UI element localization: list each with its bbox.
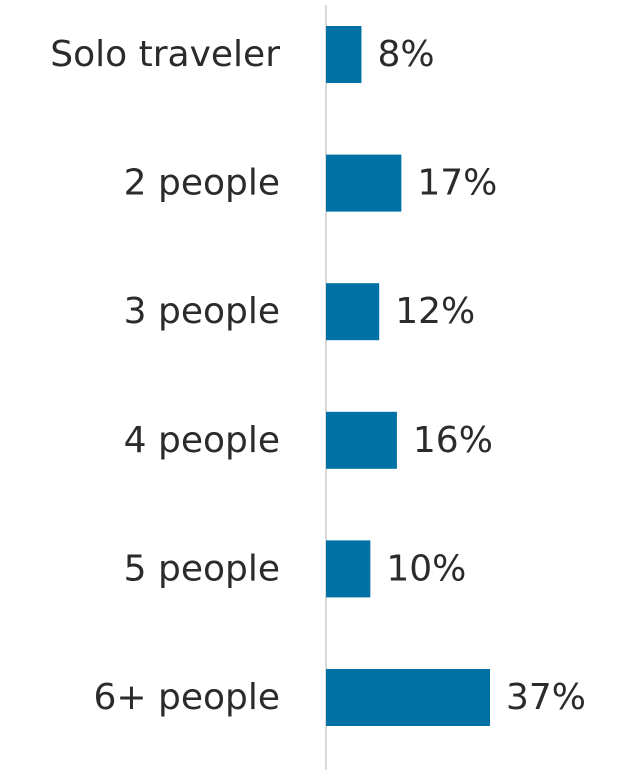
bar xyxy=(326,411,397,469)
bar xyxy=(326,669,490,726)
bar xyxy=(326,26,362,83)
value-labels-group: 8% 17% 12% 16% 10% 37% xyxy=(377,34,586,718)
value-label: 12% xyxy=(395,291,475,332)
value-label: 10% xyxy=(386,548,466,589)
bars-group xyxy=(326,26,490,726)
category-label: 6+ people xyxy=(93,677,280,718)
bar xyxy=(326,154,402,212)
value-label: 17% xyxy=(417,163,497,204)
value-label: 16% xyxy=(413,420,493,461)
category-labels-group: Solo traveler 2 people 3 people 4 people 5 p… xyxy=(50,34,280,718)
value-label: 37% xyxy=(506,677,586,718)
category-label: 5 people xyxy=(124,548,280,589)
category-label: 3 people xyxy=(124,291,280,332)
category-label: Solo traveler xyxy=(50,34,280,75)
category-label: 2 people xyxy=(124,163,280,204)
value-label: 8% xyxy=(377,34,434,75)
bar xyxy=(326,283,380,341)
bar xyxy=(326,540,371,598)
category-label: 4 people xyxy=(124,420,280,461)
